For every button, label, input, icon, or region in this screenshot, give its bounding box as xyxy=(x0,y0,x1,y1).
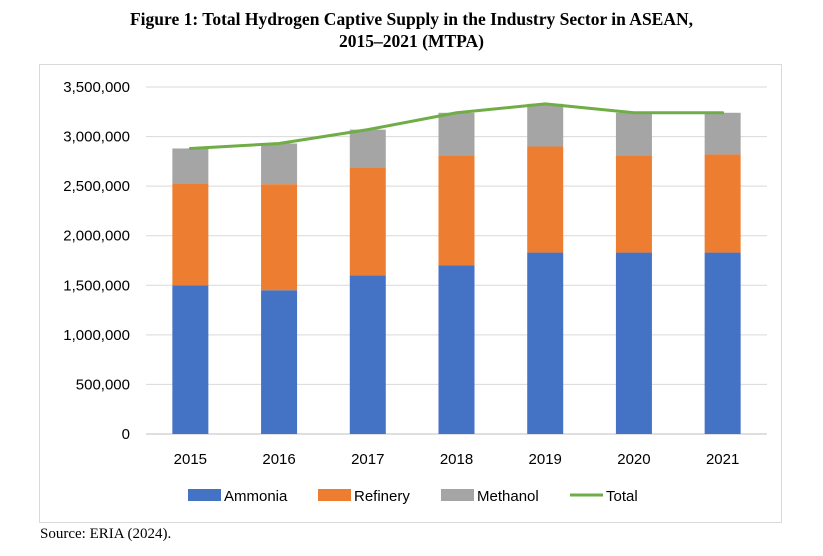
source-note: Source: ERIA (2024). xyxy=(40,526,172,542)
bar-methanol-2019 xyxy=(527,103,564,147)
legend-label-ammonia: Ammonia xyxy=(224,488,288,505)
bar-methanol-2018 xyxy=(438,112,475,156)
y-tick-label: 3,500,000 xyxy=(63,79,130,96)
x-tick-label: 2017 xyxy=(351,451,384,468)
bar-methanol-2016 xyxy=(261,143,298,185)
legend-label-total: Total xyxy=(606,488,638,505)
x-tick-label: 2020 xyxy=(617,451,650,468)
legend-label-methanol: Methanol xyxy=(477,488,539,505)
bar-ammonia-2016 xyxy=(261,290,298,434)
y-tick-label: 500,000 xyxy=(76,376,130,393)
figure-title-line2: 2015–2021 (MTPA) xyxy=(339,31,484,51)
bar-refinery-2020 xyxy=(615,155,652,253)
figure-title: Figure 1: Total Hydrogen Captive Supply … xyxy=(0,8,823,52)
bar-refinery-2017 xyxy=(349,167,386,276)
x-tick-label: 2018 xyxy=(440,451,473,468)
x-tick-label: 2016 xyxy=(262,451,295,468)
x-tick-label: 2015 xyxy=(174,451,207,468)
bar-ammonia-2019 xyxy=(527,252,564,434)
figure-title-line1: Figure 1: Total Hydrogen Captive Supply … xyxy=(129,9,694,29)
y-tick-label: 2,000,000 xyxy=(63,228,130,245)
bar-ammonia-2015 xyxy=(172,285,209,434)
bar-ammonia-2017 xyxy=(349,275,386,434)
x-tick-label: 2019 xyxy=(529,451,562,468)
bar-ammonia-2021 xyxy=(704,252,741,434)
legend-swatch-refinery xyxy=(318,489,351,501)
y-tick-label: 1,500,000 xyxy=(63,277,130,294)
legend-label-refinery: Refinery xyxy=(354,488,410,505)
bar-methanol-2020 xyxy=(615,112,652,156)
chart-frame xyxy=(39,64,782,523)
bar-methanol-2017 xyxy=(349,129,386,168)
bar-refinery-2016 xyxy=(261,184,298,291)
bar-ammonia-2020 xyxy=(615,252,652,434)
line-total xyxy=(188,102,725,150)
bar-methanol-2015 xyxy=(172,148,209,184)
bar-refinery-2018 xyxy=(438,155,475,266)
y-tick-label: 0 xyxy=(122,426,130,443)
bar-refinery-2019 xyxy=(527,146,564,253)
bar-methanol-2021 xyxy=(704,112,741,155)
y-tick-label: 3,000,000 xyxy=(63,129,130,146)
x-tick-label: 2021 xyxy=(706,451,739,468)
y-tick-label: 1,000,000 xyxy=(63,327,130,344)
bar-refinery-2015 xyxy=(172,183,209,286)
bar-refinery-2021 xyxy=(704,154,741,253)
legend-swatch-methanol xyxy=(441,489,474,501)
y-tick-label: 2,500,000 xyxy=(63,178,130,195)
bar-ammonia-2018 xyxy=(438,265,475,434)
legend-swatch-ammonia xyxy=(188,489,221,501)
